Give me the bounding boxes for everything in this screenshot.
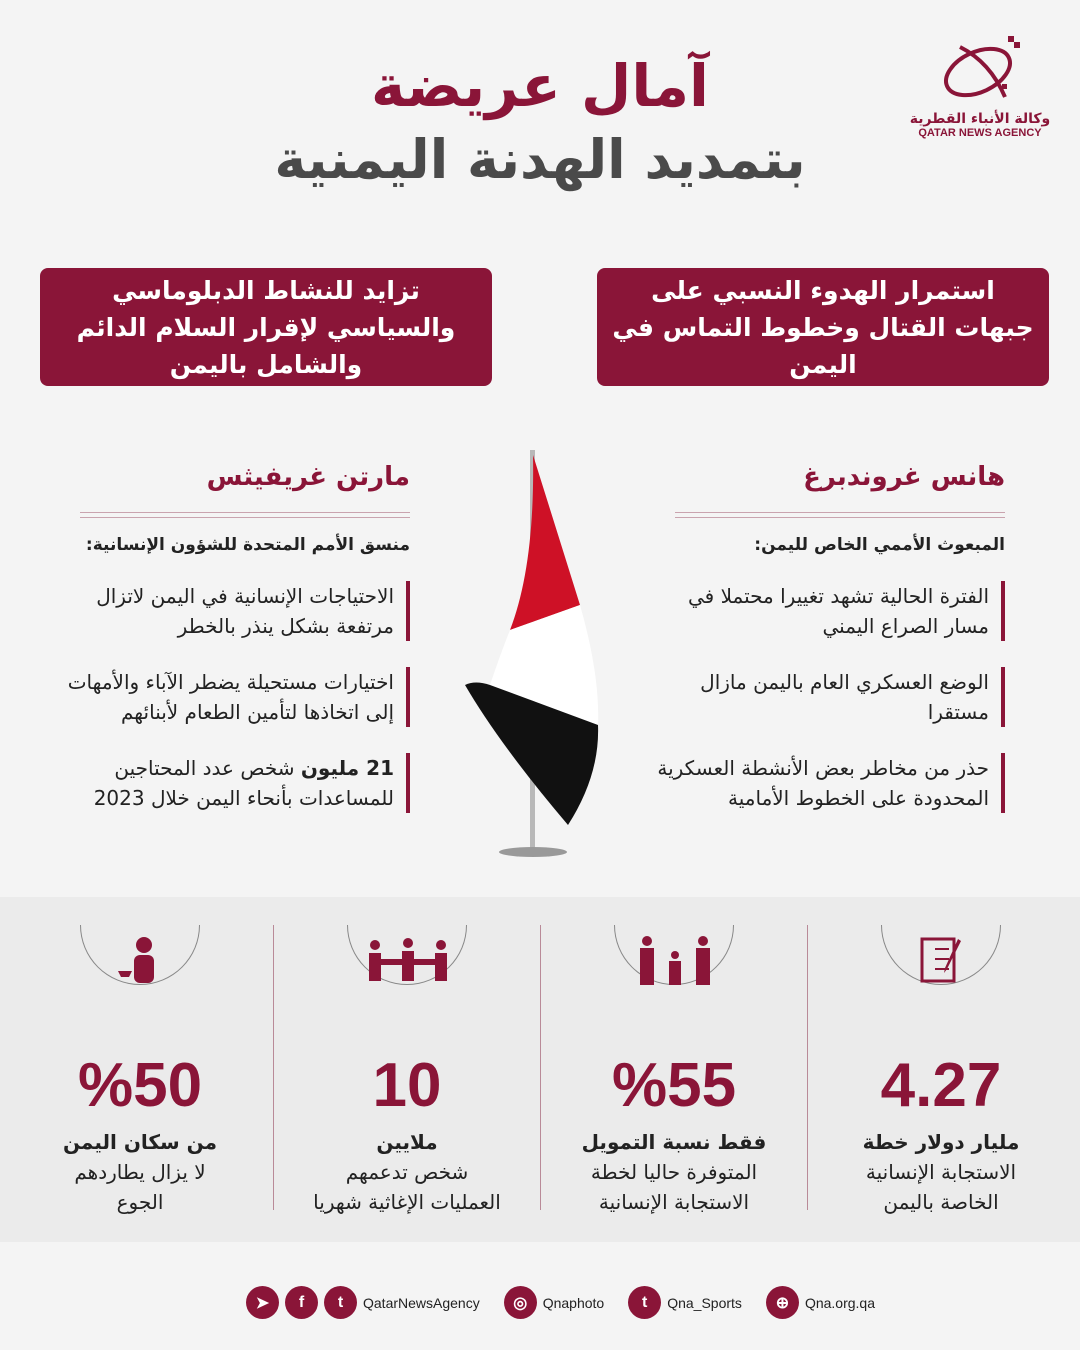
divider bbox=[540, 925, 541, 1210]
point: حذر من مخاطر بعض الأنشطة العسكرية المحدو… bbox=[655, 753, 1005, 813]
telegram-icon[interactable]: ➤ bbox=[246, 1286, 279, 1319]
point-rest: شخص عدد المحتاجين للمساعدات بأنحاء اليمن… bbox=[93, 756, 394, 810]
stat-text: الخاصة باليمن bbox=[883, 1190, 999, 1214]
stat-text: لا يزال يطاردهم bbox=[74, 1160, 206, 1184]
instagram-handle[interactable]: Qnaphoto bbox=[542, 1294, 605, 1311]
point-bold: 21 مليون bbox=[300, 756, 394, 780]
griffiths-name: مارتن غريفيثس bbox=[206, 462, 410, 492]
qna-logo: وكالة الأنباء القطرية QATAR NEWS AGENCY bbox=[905, 32, 1055, 139]
family-icon bbox=[640, 936, 710, 985]
qna-logo-icon bbox=[944, 36, 1020, 98]
stat-relief: 10 ملايين شخص تدعمهم العمليات الإغاثية شهر… bbox=[287, 925, 527, 1217]
stat-value: %55 bbox=[611, 1051, 737, 1120]
social-handle[interactable]: QatarNewsAgency bbox=[363, 1294, 480, 1311]
stat-plan: 4.27 مليار دولار خطة الاستجابة الإنسانية ا… bbox=[821, 925, 1061, 1217]
checklist-icon bbox=[920, 937, 961, 983]
twitter-icon[interactable]: t bbox=[324, 1286, 357, 1319]
title-line2: بتمديد الهدنة اليمنية bbox=[274, 128, 806, 191]
people-group-icon bbox=[369, 938, 447, 981]
point: الفترة الحالية تشهد تغييرا محتملا في مسا… bbox=[655, 581, 1005, 641]
stat-text: شخص تدعمهم bbox=[345, 1160, 469, 1184]
stat-label: مليار دولار خطة bbox=[862, 1130, 1020, 1154]
twitter-icon[interactable]: t bbox=[628, 1286, 662, 1319]
point: 21 مليون شخص عدد المحتاجين للمساعدات بأن… bbox=[60, 753, 410, 813]
griffiths-role: منسق الأمم المتحدة للشؤون الإنسانية: bbox=[85, 535, 410, 555]
grundberg-column: هانس غروندبرغ المبعوث الأممي الخاص لليمن… bbox=[657, 462, 1005, 813]
stat-funding: %55 فقط نسبة التمويل المتوفرة حاليا لخطة ا… bbox=[554, 925, 794, 1217]
box-diplomacy: تزايد للنشاط الدبلوماسي والسياسي لإقرار … bbox=[40, 268, 492, 386]
stat-value: 4.27 bbox=[880, 1051, 1002, 1120]
divider bbox=[80, 512, 410, 518]
grundberg-name: هانس غروندبرغ bbox=[803, 462, 1005, 492]
divider bbox=[807, 925, 808, 1210]
stat-label: من سكان اليمن bbox=[62, 1130, 218, 1154]
stat-label: ملايين bbox=[376, 1130, 438, 1154]
stat-value: 10 bbox=[372, 1051, 442, 1120]
stat-hunger: %50 من سكان اليمن لا يزال يطاردهم الجوع bbox=[20, 925, 260, 1217]
stat-text: الاستجابة الإنسانية bbox=[598, 1190, 750, 1214]
website-link[interactable]: Qna.org.qa bbox=[804, 1294, 875, 1311]
griffiths-column: مارتن غريفيثس منسق الأمم المتحدة للشؤون … bbox=[68, 462, 410, 813]
box-calm: استمرار الهدوء النسبي على جبهات القتال و… bbox=[597, 268, 1049, 386]
grundberg-role: المبعوث الأممي الخاص لليمن: bbox=[754, 535, 1005, 555]
stat-value: %50 bbox=[77, 1051, 203, 1120]
footer-social: ➤ f t QatarNewsAgency ◎ Qnaphoto t Qna_S… bbox=[246, 1286, 875, 1319]
globe-icon[interactable]: ⊕ bbox=[765, 1286, 799, 1319]
hungry-person-icon bbox=[118, 937, 154, 983]
facebook-icon[interactable]: f bbox=[285, 1286, 318, 1319]
divider bbox=[273, 925, 274, 1210]
point: الوضع العسكري العام باليمن مازال مستقرا bbox=[655, 667, 1005, 727]
stat-text: الاستجابة الإنسانية bbox=[865, 1160, 1017, 1184]
logo-arabic: وكالة الأنباء القطرية bbox=[909, 111, 1051, 127]
point: الاحتياجات الإنسانية في اليمن لاتزال مرت… bbox=[60, 581, 410, 641]
stat-text: العمليات الإغاثية شهريا bbox=[313, 1190, 501, 1214]
stat-text: الجوع bbox=[116, 1190, 164, 1214]
twitter-handle[interactable]: Qna_Sports bbox=[667, 1294, 742, 1311]
point: اختيارات مستحيلة يضطر الآباء والأمهات إل… bbox=[60, 667, 410, 727]
title-line1: آمال عريضة bbox=[371, 52, 709, 120]
logo-english: QATAR NEWS AGENCY bbox=[918, 127, 1042, 139]
divider bbox=[675, 512, 1005, 518]
yemen-flag-icon bbox=[465, 450, 599, 857]
stat-text: المتوفرة حاليا لخطة bbox=[590, 1160, 758, 1184]
instagram-icon[interactable]: ◎ bbox=[503, 1286, 537, 1319]
stat-label: فقط نسبة التمويل bbox=[581, 1130, 767, 1154]
